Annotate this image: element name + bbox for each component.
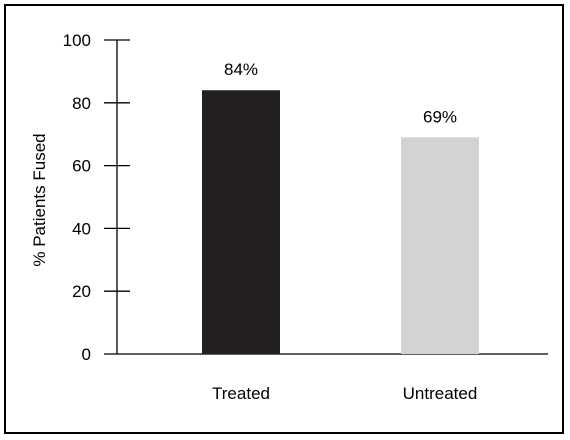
bars xyxy=(202,90,479,355)
y-ticks: 0 20 40 60 80 100 xyxy=(63,31,130,364)
x-category-label: Untreated xyxy=(403,384,478,403)
data-label: 84% xyxy=(224,60,258,79)
y-tick-label: 40 xyxy=(72,219,91,238)
labels: 84% Treated 69% Untreated xyxy=(212,60,477,403)
bar-treated xyxy=(202,90,280,355)
y-tick-label: 60 xyxy=(72,157,91,176)
bar-untreated xyxy=(401,137,479,354)
y-tick-label: 0 xyxy=(82,345,91,364)
data-label: 69% xyxy=(423,107,457,126)
y-tick-label: 80 xyxy=(72,94,91,113)
y-tick-label: 100 xyxy=(63,31,91,50)
y-axis-label: % Patients Fused xyxy=(30,133,49,266)
y-tick-label: 20 xyxy=(72,282,91,301)
chart-axes xyxy=(104,40,548,355)
x-category-label: Treated xyxy=(212,384,270,403)
